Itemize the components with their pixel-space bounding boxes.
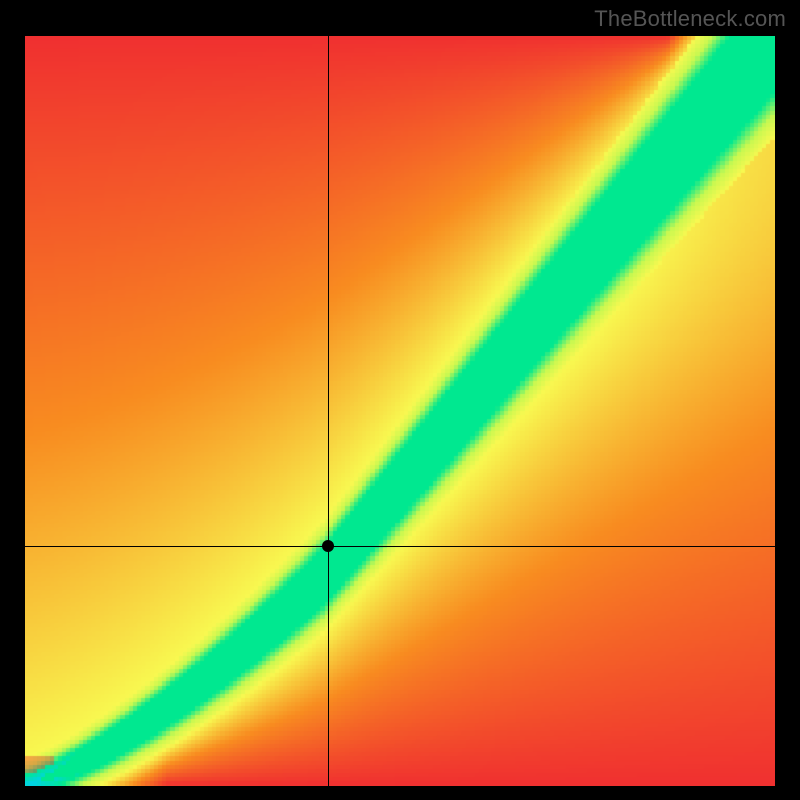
crosshair-vertical [328, 36, 329, 786]
marker-dot [322, 540, 334, 552]
watermark-text: TheBottleneck.com [594, 6, 786, 32]
chart-container: TheBottleneck.com [0, 0, 800, 800]
crosshair-horizontal [25, 546, 775, 547]
heatmap-canvas [25, 36, 775, 786]
